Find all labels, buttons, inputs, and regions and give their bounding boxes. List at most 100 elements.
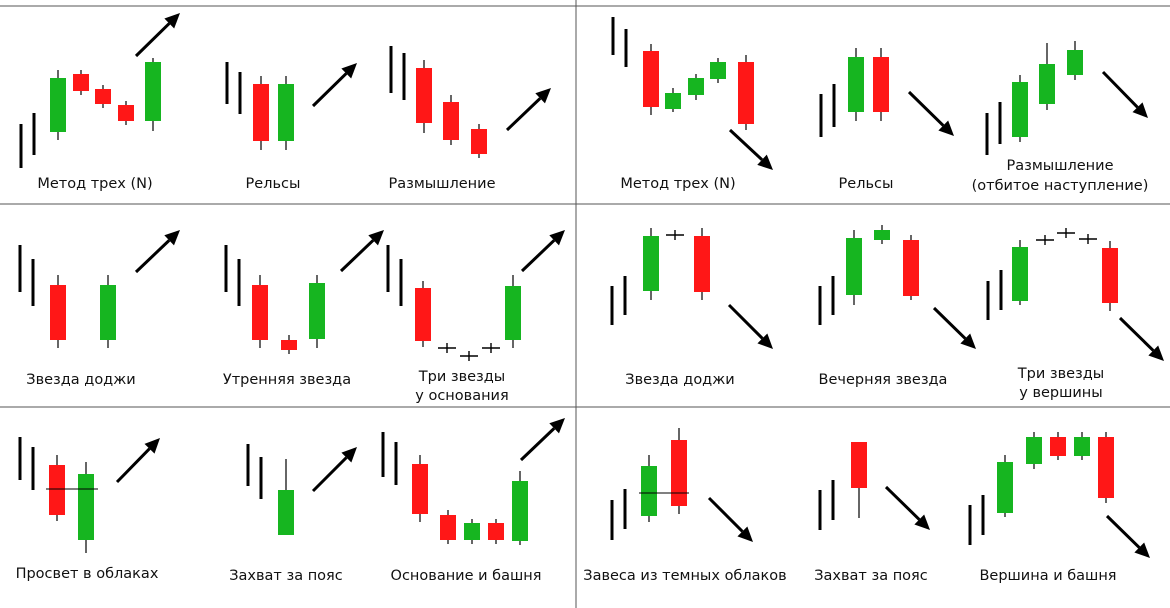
bullish-candle (100, 275, 116, 348)
arrow-shaft (520, 239, 556, 273)
arrowhead (1134, 542, 1150, 558)
pattern-panel: Метод трех (N) (19, 13, 180, 192)
pattern-panel: Звезда доджи (18, 230, 180, 388)
candle-body (464, 523, 480, 540)
doji-candle (460, 351, 478, 361)
arrowhead (535, 88, 551, 104)
pattern-label: Рельсы (246, 176, 301, 192)
candle-body (488, 523, 504, 540)
bullish-candle (641, 455, 657, 522)
bearish-candle (252, 275, 268, 348)
doji-candle (666, 230, 684, 240)
arrow-shaft (134, 239, 171, 274)
bullish-candle (505, 275, 521, 348)
bullish-candle (1039, 43, 1055, 110)
pattern-label: Просвет в облаках (16, 566, 159, 582)
candle-body (412, 464, 428, 514)
bullish-candle (643, 228, 659, 300)
bullish-candle (278, 76, 294, 150)
pattern-panel: Вершина и башня (968, 432, 1150, 584)
arrow-shaft (339, 239, 375, 273)
pattern-panel: Звезда доджи (610, 228, 773, 388)
pattern-label: Метод трех (N) (37, 176, 152, 192)
bullish-candle (688, 74, 704, 100)
arrow-shaft (505, 97, 542, 132)
bearish-candle (694, 228, 710, 300)
arrowhead (1148, 345, 1164, 361)
pattern-label: Три звезды (1017, 366, 1104, 382)
pattern-panel: Три звезды у вершины (986, 228, 1164, 401)
bullish-candle (1067, 41, 1083, 80)
down-arrow-icon (707, 496, 753, 542)
candle-body (278, 84, 294, 141)
up-arrow-icon (311, 63, 357, 108)
bearish-candle (903, 235, 919, 300)
candle-body (281, 340, 297, 350)
arrow-shaft (907, 90, 945, 127)
bearish-candle (671, 428, 687, 514)
doji-candle (1036, 235, 1054, 245)
arrowhead (368, 230, 384, 246)
prior-trend-lines (225, 62, 242, 114)
down-arrow-icon (1118, 316, 1164, 361)
prior-trend-lines (819, 84, 836, 137)
prior-trend-lines (386, 245, 403, 306)
up-arrow-icon (505, 88, 551, 132)
bullish-candle (710, 58, 726, 83)
candle-body (100, 285, 116, 340)
candle-body (694, 236, 710, 292)
bearish-candle (1050, 432, 1066, 460)
pattern-label: Звезда доджи (26, 372, 135, 388)
candle-body (415, 288, 431, 341)
prior-trend-lines (610, 489, 627, 540)
candle-body (903, 240, 919, 296)
down-arrow-icon (907, 90, 954, 136)
bearish-candle (49, 455, 65, 521)
candle-body (253, 84, 269, 141)
pattern-panel: Основание и башня (381, 418, 565, 584)
up-arrow-icon (134, 13, 180, 58)
candle-body (1039, 64, 1055, 104)
bearish-candle (73, 70, 89, 95)
candle-body (145, 62, 161, 121)
arrowhead (737, 526, 753, 542)
candle-body (710, 62, 726, 79)
prior-trend-lines (986, 270, 1003, 320)
doji-candle (1079, 234, 1097, 244)
pattern-panel: Утренняя звезда (223, 230, 384, 388)
candle-body (73, 74, 89, 91)
down-arrow-icon (728, 128, 773, 170)
bullish-candle (464, 519, 480, 544)
candle-body (665, 93, 681, 109)
arrow-shaft (727, 303, 764, 340)
arrow-shaft (134, 22, 171, 58)
pattern-label: Три звезды (418, 369, 505, 385)
pattern-label: Вечерняя звезда (819, 372, 948, 388)
prior-trend-lines (381, 432, 398, 485)
arrow-shaft (1101, 70, 1139, 109)
arrowhead (341, 447, 357, 463)
candle-body (505, 286, 521, 340)
candle-body (252, 285, 268, 340)
bullish-candle (1012, 75, 1028, 142)
arrowhead (960, 333, 976, 349)
up-arrow-icon (115, 438, 160, 484)
arrow-shaft (1118, 316, 1155, 352)
bullish-candle (145, 58, 161, 131)
arrowhead (938, 120, 954, 136)
arrowhead (1132, 102, 1148, 118)
pattern-panel: Завеса из темных облаков (583, 428, 787, 584)
arrowhead (144, 438, 160, 454)
candle-body (440, 515, 456, 540)
candle-body (848, 57, 864, 112)
down-arrow-icon (1101, 70, 1148, 118)
candle-body (471, 129, 487, 154)
pattern-panel: Метод трех (N) (611, 17, 773, 192)
candle-body (309, 283, 325, 339)
prior-trend-lines (611, 17, 628, 67)
pattern-label: Размышление (1006, 158, 1113, 174)
pattern-panel: Размышление (отбитое наступление) (972, 41, 1148, 194)
candle-body (874, 230, 890, 240)
bullish-candle (1026, 432, 1042, 469)
candle-body (1102, 248, 1118, 303)
